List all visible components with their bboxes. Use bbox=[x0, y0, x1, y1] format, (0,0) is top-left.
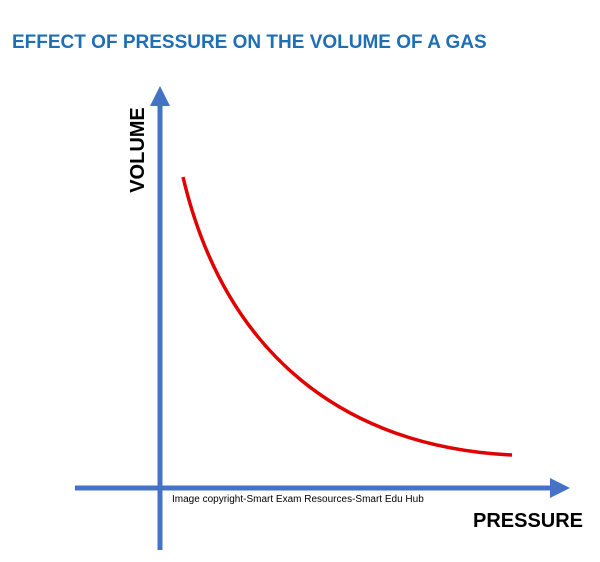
x-axis-arrow bbox=[550, 478, 570, 498]
y-axis-arrow bbox=[150, 86, 170, 106]
copyright-note: Image copyright-Smart Exam Resources-Sma… bbox=[172, 494, 424, 505]
curve bbox=[181, 176, 513, 457]
title: EFFECT OF PRESSURE ON THE VOLUME OF A GA… bbox=[12, 32, 487, 53]
x-axis-label: PRESSURE bbox=[473, 510, 583, 532]
y-axis-label: VOLUME bbox=[127, 107, 149, 193]
